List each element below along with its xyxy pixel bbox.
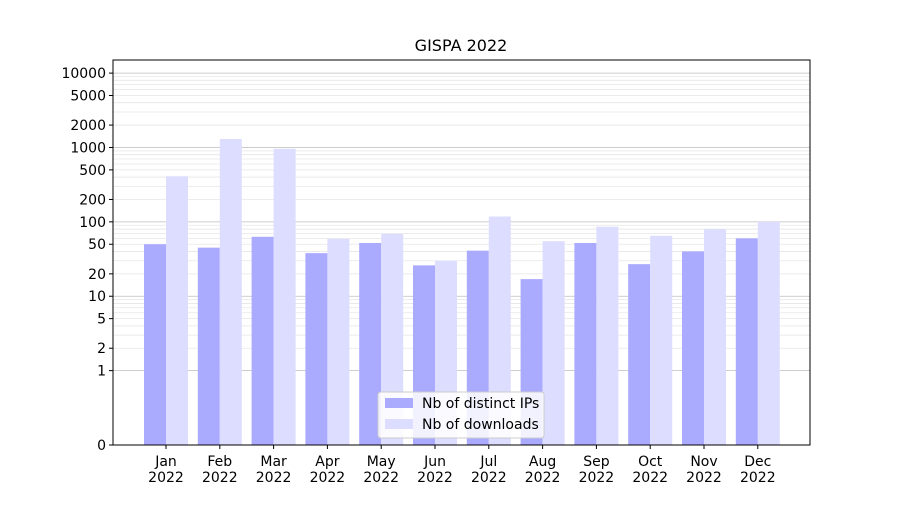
y-tick-label: 500 [79,163,106,179]
x-tick-label-month: Aug [529,454,556,470]
chart-title: GISPA 2022 [415,36,508,55]
x-tick-label-year: 2022 [202,470,238,486]
bar-distinct-ips [359,242,382,445]
y-tick-label: 5000 [70,88,106,104]
bar-downloads [596,226,619,445]
legend-label: Nb of distinct IPs [422,396,539,412]
y-tick-label: 100 [79,215,106,231]
bar-downloads [757,221,780,445]
x-tick-label-month: Jun [423,454,446,470]
y-tick-label: 200 [79,192,106,208]
x-tick-label-year: 2022 [363,470,399,486]
x-tick-label-year: 2022 [686,470,722,486]
x-tick-label-month: May [367,454,396,470]
bars-layer [144,139,780,445]
bar-downloads [219,139,242,445]
y-tick-label: 20 [88,267,106,283]
x-tick-label-year: 2022 [525,470,561,486]
y-tick-label: 10000 [61,66,106,82]
y-tick-label: 50 [88,237,106,253]
bar-downloads [327,238,350,445]
bar-downloads [542,241,565,445]
bar-downloads [488,216,511,445]
legend-swatch [385,419,413,429]
x-tick-label-month: Mar [260,454,287,470]
legend-label: Nb of downloads [422,417,539,433]
x-tick-label-year: 2022 [740,470,776,486]
x-tick-label-month: Nov [690,454,717,470]
x-tick-label-month: Sep [583,454,610,470]
y-tick-label: 1000 [70,140,106,156]
bar-distinct-ips [197,247,220,445]
x-tick-label-month: Apr [315,454,339,470]
bar-distinct-ips [628,264,651,445]
x-tick-label-year: 2022 [579,470,615,486]
bar-distinct-ips [574,242,597,445]
x-tick-label-month: Oct [638,454,663,470]
bar-distinct-ips [735,238,758,445]
bar-distinct-ips [682,251,704,445]
y-tick-label: 5 [97,312,106,328]
bar-distinct-ips [251,236,274,445]
bar-downloads [166,176,188,445]
x-tick-label-month: Jan [154,454,177,470]
x-tick-label-month: Feb [207,454,232,470]
bar-distinct-ips [305,253,328,445]
y-tick-label: 2000 [70,118,106,134]
legend-swatch [385,398,413,408]
bar-distinct-ips [144,244,166,445]
y-tick-label: 0 [97,438,106,454]
bar-downloads [704,229,726,445]
x-axis: Jan2022Feb2022Mar2022Apr2022May2022Jun20… [148,445,776,486]
x-tick-label-year: 2022 [632,470,668,486]
plot-frame [112,59,811,446]
x-tick-label-year: 2022 [471,470,507,486]
x-tick-label-year: 2022 [148,470,184,486]
x-tick-label-year: 2022 [310,470,346,486]
x-tick-label-year: 2022 [256,470,292,486]
x-tick-label-year: 2022 [417,470,453,486]
y-tick-label: 1 [97,364,106,380]
bar-downloads [650,235,673,445]
bar-downloads [273,148,296,445]
legend: Nb of distinct IPs Nb of downloads [377,391,545,439]
x-tick-label-month: Jul [479,454,497,470]
x-tick-label-month: Dec [744,454,771,470]
y-tick-label: 10 [88,289,106,305]
legend-box [377,391,545,439]
y-axis: 0 1 2 5 10 20 50 100 200 500 1000 2000 5000 10000 [61,66,113,454]
y-tick-label: 2 [97,341,106,357]
